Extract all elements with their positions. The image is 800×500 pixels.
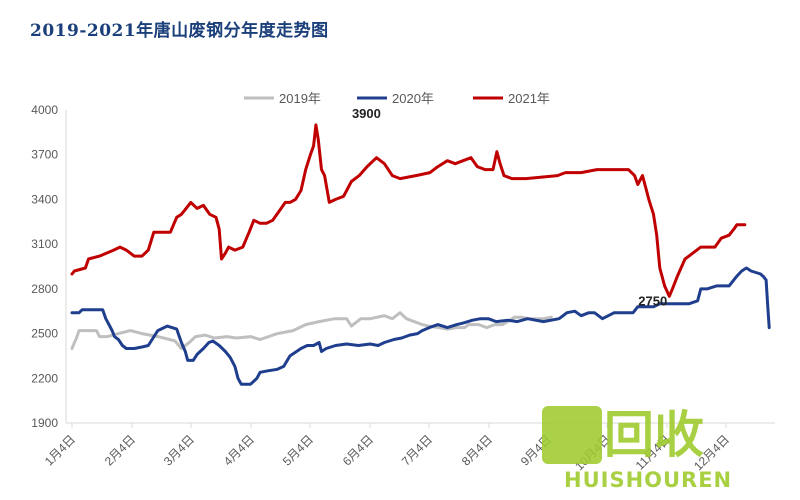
y-tick-label: 2200 [31,371,58,385]
legend: 2019年 2020年 2021年 [244,91,550,106]
x-tick-label: 3月4日 [161,432,197,468]
data-annotations: 3900 2750 [352,106,667,308]
y-tick-label: 2500 [31,327,58,341]
watermark-sub-text: HUISHOUREN [564,468,733,492]
x-tick-label: 6月4日 [340,432,376,468]
chart-title: 2019-2021年唐山废钢分年度走势图 [30,21,329,41]
y-tick-label: 3400 [31,192,58,206]
y-tick-label: 3700 [31,148,58,162]
series-lines [70,123,771,386]
x-tick-label: 4月4日 [221,432,257,468]
series-line-2021年 [70,123,747,298]
y-tick-label: 2800 [31,282,58,296]
data-label: 2750 [638,293,667,308]
y-tick-label: 3100 [31,237,58,251]
y-tick-label: 4000 [31,103,58,117]
watermark-main-text: 回收 [604,406,704,464]
x-tick-label: 2月4日 [102,432,138,468]
x-tick-label: 1月4日 [42,432,78,468]
series-line-2019年 [70,311,553,350]
x-tick-label: 5月4日 [280,432,316,468]
x-tick-label: 7月4日 [399,432,435,468]
legend-label: 2019年 [279,91,321,106]
y-tick-labels: 1900 2200 2500 2800 3100 3400 3700 4000 [31,103,58,430]
x-tick-label: 8月4日 [459,432,495,468]
watermark-logo: 回收 HUISHOUREN [540,398,790,498]
series-line-2020年 [70,266,771,386]
legend-label: 2020年 [392,91,434,106]
recycle-logo-icon [542,406,602,464]
y-tick-label: 1900 [31,416,58,430]
legend-label: 2021年 [508,91,550,106]
data-label: 3900 [352,106,381,121]
